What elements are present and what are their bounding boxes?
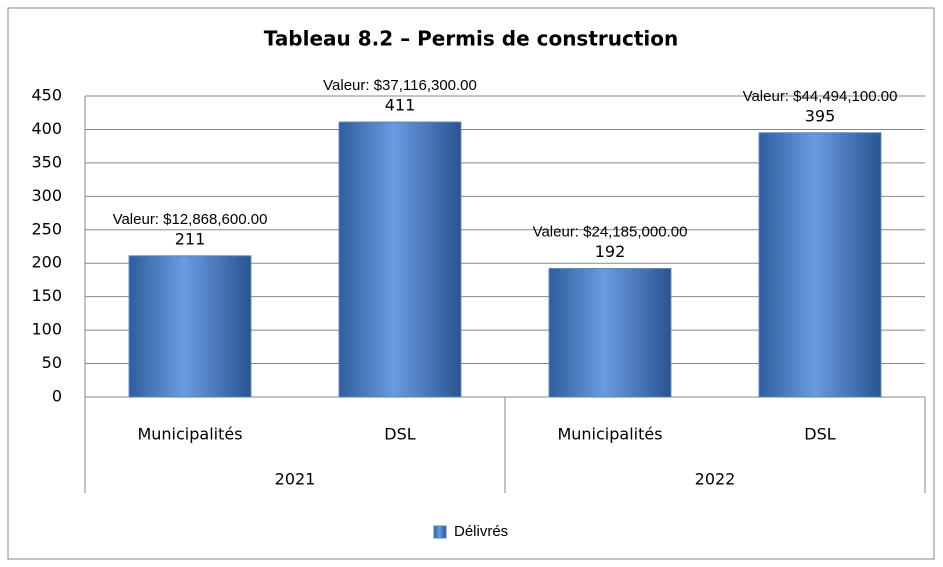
y-tick-label: 350 [31, 152, 62, 171]
y-tick-label: 250 [31, 219, 62, 238]
y-tick-label: 150 [31, 286, 62, 305]
legend-swatch [433, 525, 447, 539]
value-label: 192 [595, 242, 626, 261]
y-tick-label: 450 [31, 86, 62, 105]
annotation: Valeur: $24,185,000.00 [533, 224, 688, 241]
bar [128, 255, 252, 398]
chart-title: Tableau 8.2 – Permis de construction [264, 27, 679, 51]
bar [758, 132, 882, 398]
group-label: 2022 [695, 470, 736, 489]
bar [338, 121, 462, 398]
x-tick-label: Municipalités [137, 425, 242, 444]
y-tick-label: 50 [42, 353, 62, 372]
y-tick-label: 0 [52, 387, 62, 406]
legend-label: Délivrés [454, 523, 508, 540]
y-tick-label: 300 [31, 186, 62, 205]
annotation: Valeur: $12,868,600.00 [113, 211, 268, 228]
group-label: 2021 [275, 470, 316, 489]
x-tick-label: DSL [384, 425, 415, 444]
value-label: 395 [805, 106, 836, 125]
annotation: Valeur: $44,494,100.00 [743, 88, 898, 105]
x-tick-label: DSL [804, 425, 835, 444]
value-label: 411 [385, 96, 416, 115]
x-tick-label: Municipalités [557, 425, 662, 444]
y-tick-label: 100 [31, 320, 62, 339]
bar [548, 268, 672, 398]
annotation: Valeur: $37,116,300.00 [323, 77, 477, 94]
value-label: 211 [175, 229, 206, 248]
y-tick-label: 400 [31, 119, 62, 138]
y-tick-label: 200 [31, 253, 62, 272]
